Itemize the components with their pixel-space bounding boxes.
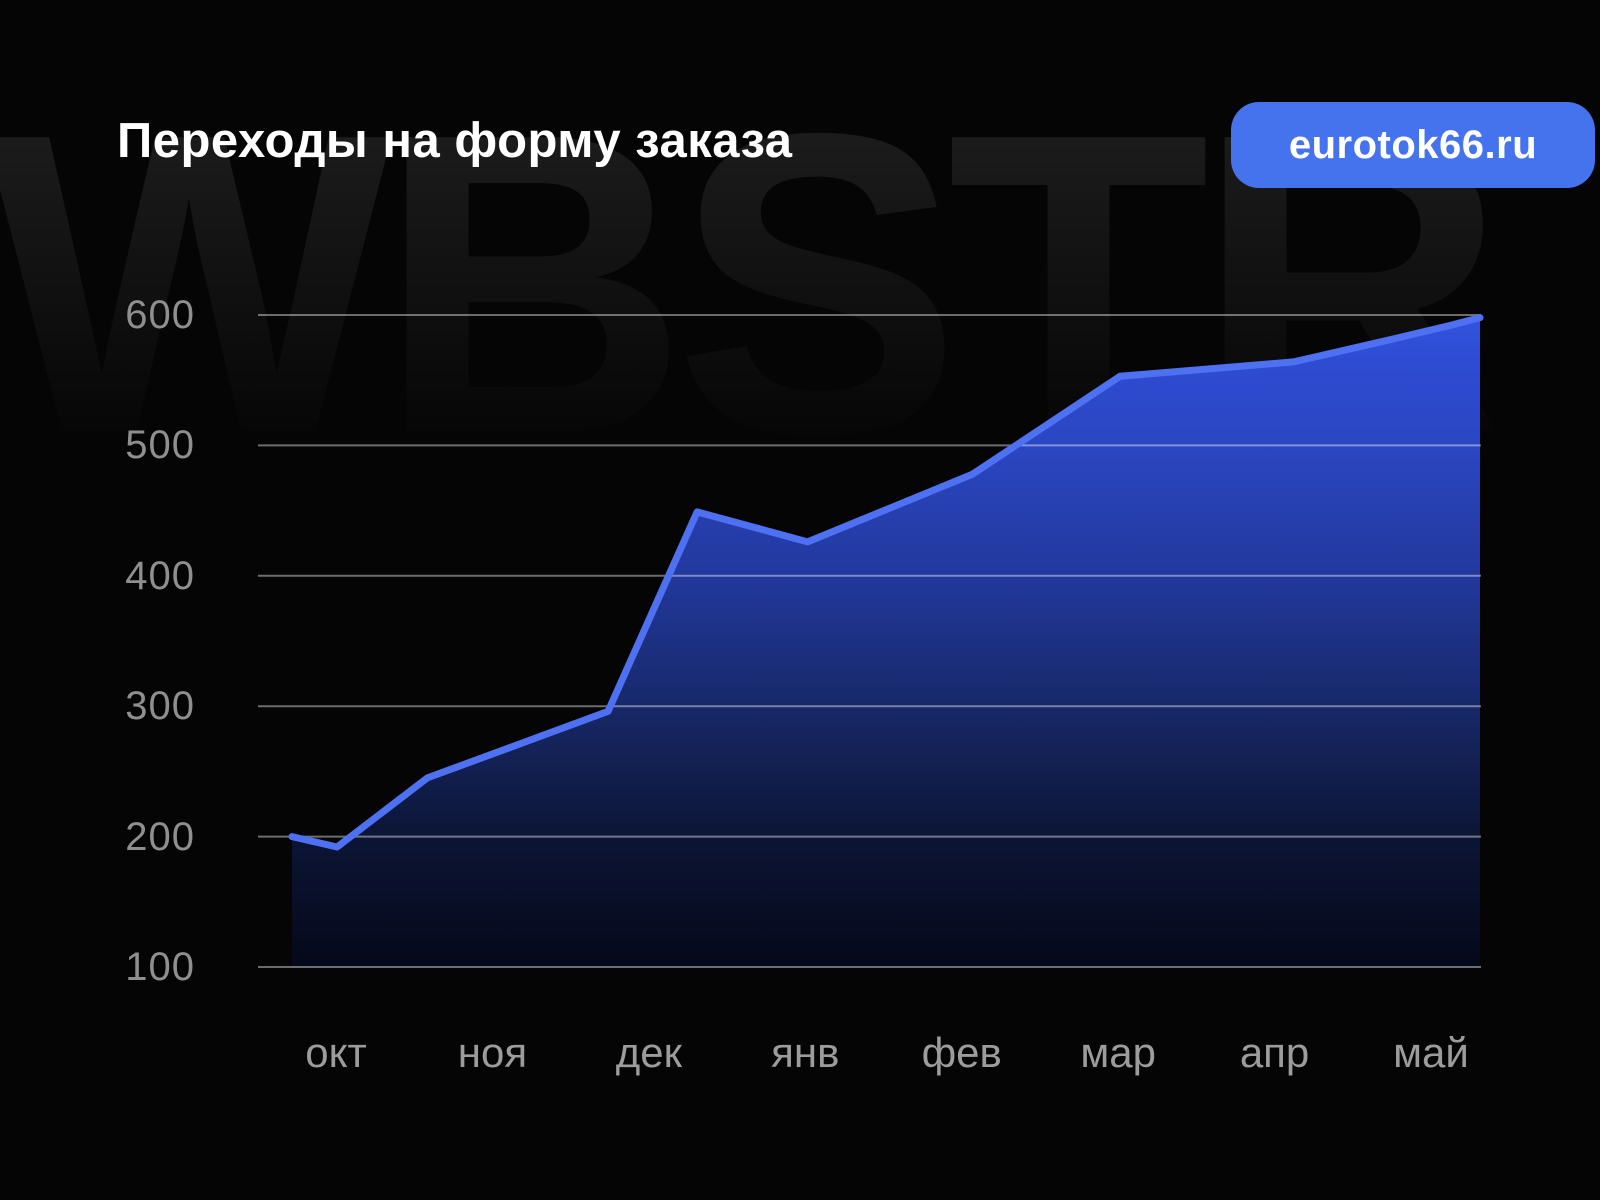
- x-axis-label-окт: окт: [305, 1029, 367, 1076]
- y-axis-label-200: 200: [125, 814, 195, 859]
- y-axis-label-600: 600: [125, 293, 195, 337]
- y-axis-label-500: 500: [125, 423, 195, 468]
- y-axis-label-400: 400: [125, 553, 195, 598]
- x-axis-label-фев: фев: [921, 1029, 1002, 1076]
- page-title: Переходы на форму заказа: [117, 114, 793, 168]
- site-badge-label: eurotok66.ru: [1288, 122, 1538, 167]
- x-axis-label-апр: апр: [1239, 1029, 1310, 1076]
- x-axis-label-мар: мар: [1080, 1029, 1156, 1076]
- x-axis-label-дек: дек: [615, 1029, 682, 1076]
- site-badge[interactable]: eurotok66.ru: [1231, 102, 1595, 188]
- x-axis-label-май: май: [1393, 1029, 1469, 1076]
- chart-area-fill: [292, 317, 1480, 968]
- y-axis-label-100: 100: [125, 945, 195, 989]
- gridlines: [258, 314, 1481, 968]
- chart-line: [288, 314, 1484, 851]
- y-axis-label-300: 300: [125, 684, 195, 729]
- x-axis-label-ноя: ноя: [457, 1029, 528, 1076]
- x-axis-label-янв: янв: [771, 1029, 840, 1076]
